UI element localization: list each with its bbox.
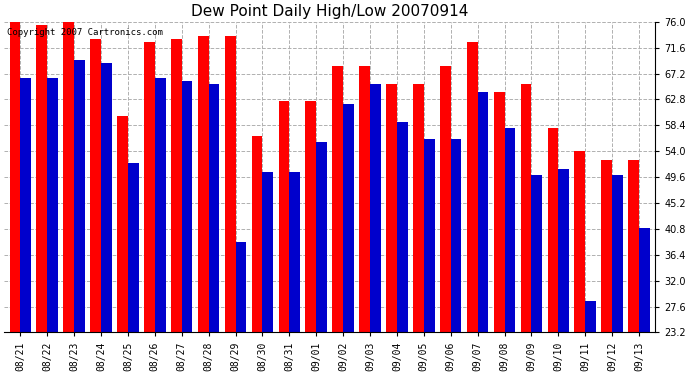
Bar <box>558 169 569 332</box>
Bar <box>10 22 20 332</box>
Bar <box>629 160 639 332</box>
Bar <box>494 92 504 332</box>
Bar <box>208 84 219 332</box>
Bar <box>386 84 397 332</box>
Bar <box>424 140 435 332</box>
Bar <box>90 39 101 332</box>
Bar <box>198 36 208 332</box>
Bar <box>333 66 343 332</box>
Bar <box>279 101 289 332</box>
Bar <box>639 228 650 332</box>
Bar <box>171 39 181 332</box>
Bar <box>504 128 515 332</box>
Bar <box>37 25 47 332</box>
Bar <box>359 66 370 332</box>
Bar <box>155 78 166 332</box>
Bar <box>128 163 139 332</box>
Bar <box>252 136 262 332</box>
Bar <box>289 172 300 332</box>
Bar <box>63 22 74 332</box>
Bar <box>144 42 155 332</box>
Bar <box>235 242 246 332</box>
Bar <box>477 92 489 332</box>
Bar <box>575 151 585 332</box>
Bar <box>181 81 193 332</box>
Bar <box>440 66 451 332</box>
Bar <box>612 175 623 332</box>
Bar <box>370 84 381 332</box>
Text: Copyright 2007 Cartronics.com: Copyright 2007 Cartronics.com <box>8 28 164 37</box>
Bar <box>20 78 31 332</box>
Bar <box>602 160 612 332</box>
Bar <box>451 140 462 332</box>
Bar <box>397 122 408 332</box>
Bar <box>413 84 424 332</box>
Bar <box>306 101 316 332</box>
Bar <box>467 42 477 332</box>
Bar <box>521 84 531 332</box>
Bar <box>316 142 327 332</box>
Bar <box>117 116 128 332</box>
Title: Dew Point Daily High/Low 20070914: Dew Point Daily High/Low 20070914 <box>191 4 469 19</box>
Bar <box>585 301 596 332</box>
Bar <box>47 78 58 332</box>
Bar <box>225 36 235 332</box>
Bar <box>531 175 542 332</box>
Bar <box>262 172 273 332</box>
Bar <box>74 60 85 332</box>
Bar <box>548 128 558 332</box>
Bar <box>343 104 354 332</box>
Bar <box>101 63 112 332</box>
